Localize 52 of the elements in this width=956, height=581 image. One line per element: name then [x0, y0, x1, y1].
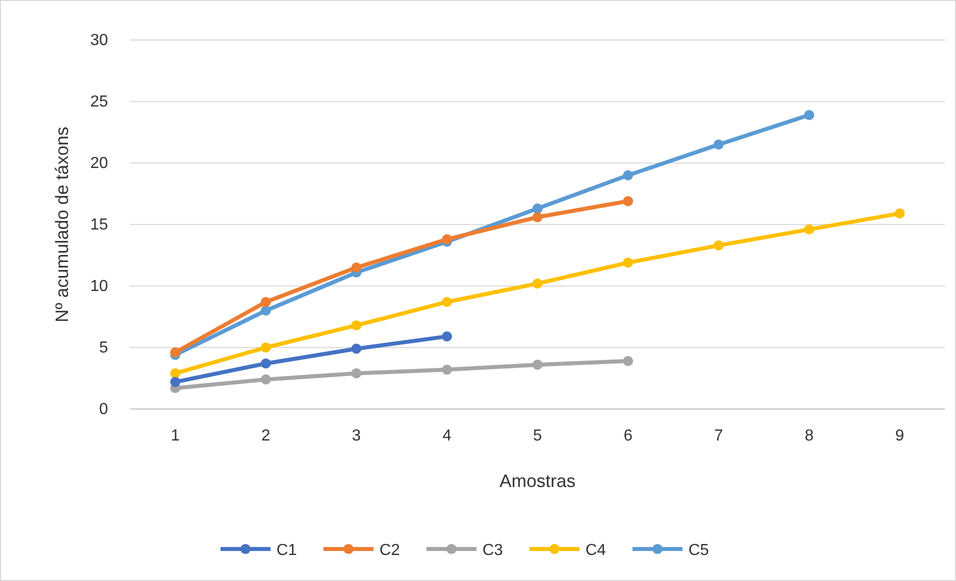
x-tick-label: 4: [442, 427, 452, 444]
point: [623, 196, 634, 206]
y-tick-label: 20: [90, 155, 108, 172]
point: [260, 358, 271, 369]
y-tick-label: 25: [90, 94, 108, 111]
point: [351, 344, 362, 354]
point: [532, 212, 543, 222]
x-tick-label: 1: [170, 427, 180, 444]
x-tick-label: 8: [804, 427, 814, 444]
point: [894, 208, 905, 218]
point: [170, 376, 180, 387]
point: [351, 368, 362, 378]
point: [804, 110, 814, 120]
point: [714, 140, 724, 150]
point: [442, 296, 452, 308]
point: [804, 224, 814, 234]
point: [623, 170, 634, 180]
point: [260, 374, 271, 385]
point: [351, 262, 362, 273]
legend-label: C3: [482, 542, 504, 559]
y-tick-label: 10: [90, 278, 108, 296]
x-tick-label: 5: [533, 427, 542, 444]
point: [442, 234, 452, 244]
x-tick-label: 9: [895, 427, 904, 444]
legend-label: C1: [276, 542, 298, 559]
point: [532, 278, 543, 289]
point: [260, 306, 271, 316]
x-tick-label: 7: [714, 427, 724, 444]
point: [351, 320, 362, 330]
point: [170, 368, 180, 378]
point: [442, 364, 452, 375]
x-axis-title: Amostras: [499, 471, 576, 491]
point: [623, 258, 634, 268]
legend-label: C4: [586, 542, 606, 559]
point: [170, 347, 180, 358]
point: [532, 360, 543, 370]
y-axis-title: Nº acumulado de táxons: [52, 126, 72, 322]
x-tick-label: 6: [624, 427, 633, 444]
legend-label: C2: [380, 542, 400, 559]
point: [532, 203, 543, 214]
y-tick-label: 5: [99, 340, 108, 357]
point: [442, 331, 452, 342]
x-tick-label: 3: [352, 427, 361, 444]
x-tick-label: 2: [261, 427, 270, 444]
point: [623, 356, 634, 366]
point: [714, 240, 724, 250]
y-tick-label: 15: [90, 216, 108, 234]
point: [260, 342, 271, 353]
point: [260, 296, 271, 308]
y-tick-label: 0: [99, 401, 108, 418]
legend-label: C5: [688, 542, 710, 559]
y-tick-label: 30: [90, 32, 108, 50]
